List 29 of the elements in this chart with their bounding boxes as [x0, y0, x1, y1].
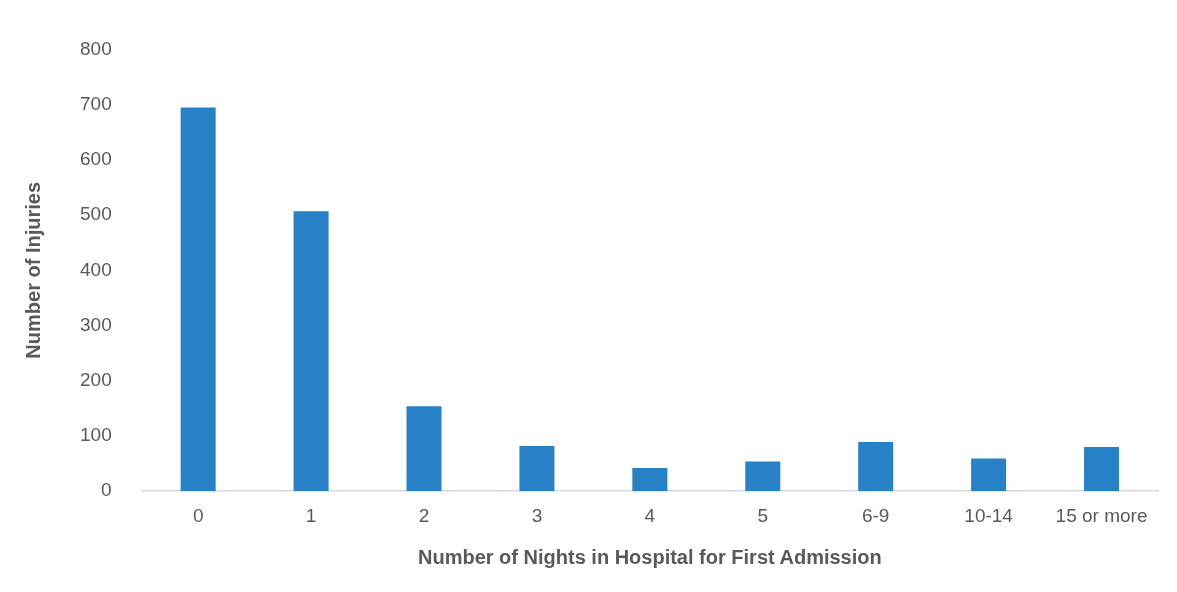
y-tick-label: 300	[80, 313, 112, 335]
y-tick-label: 100	[80, 424, 112, 446]
y-tick-label: 600	[80, 148, 112, 170]
x-tick-label: 1	[305, 504, 317, 526]
x-tick-label: 4	[644, 504, 656, 526]
x-tick-label: 5	[757, 504, 769, 526]
x-tick-label: 0	[192, 504, 204, 526]
bar	[1084, 447, 1120, 492]
bar	[293, 211, 329, 492]
y-tick-label: 800	[80, 37, 112, 59]
bar	[971, 458, 1007, 492]
bar	[745, 461, 781, 492]
x-tick-label: 15 or more	[1055, 504, 1148, 526]
y-tick-label: 200	[80, 368, 112, 390]
x-tick-label: 2	[418, 504, 430, 526]
bar	[858, 442, 894, 492]
x-axis-title: Number of Nights in Hospital for First Admission	[417, 545, 882, 568]
x-tick-label: 10-14	[964, 504, 1014, 526]
y-tick-label: 500	[80, 203, 112, 225]
y-axis-title: Number of Injuries	[21, 181, 44, 359]
bar	[519, 445, 555, 492]
y-tick-label: 0	[101, 479, 112, 501]
x-tick-label: 3	[531, 504, 543, 526]
x-tick-label: 6-9	[861, 504, 890, 526]
bar	[632, 468, 668, 492]
y-tick-label: 700	[80, 92, 112, 114]
bar	[180, 107, 216, 492]
bar	[406, 406, 442, 492]
y-tick-label: 400	[80, 258, 112, 280]
